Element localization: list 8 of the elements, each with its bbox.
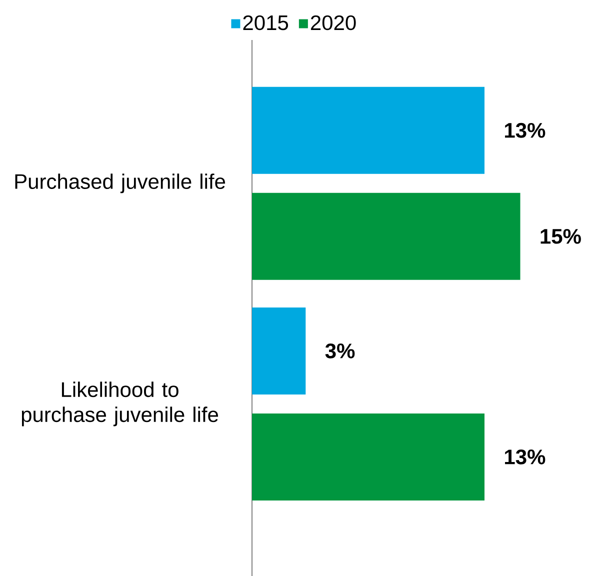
data-label: 13% <box>505 122 546 138</box>
data-label: 3% <box>325 344 355 358</box>
y-tick-label: Purchased juvenile life <box>15 174 226 194</box>
y-tick-label: Likelihood to purchase juvenile life <box>22 382 218 426</box>
data-label: 15% <box>540 228 581 244</box>
data-label: 13% <box>505 450 546 464</box>
legend-label: 2015 <box>243 15 288 30</box>
legend-label: 2020 <box>310 15 356 30</box>
